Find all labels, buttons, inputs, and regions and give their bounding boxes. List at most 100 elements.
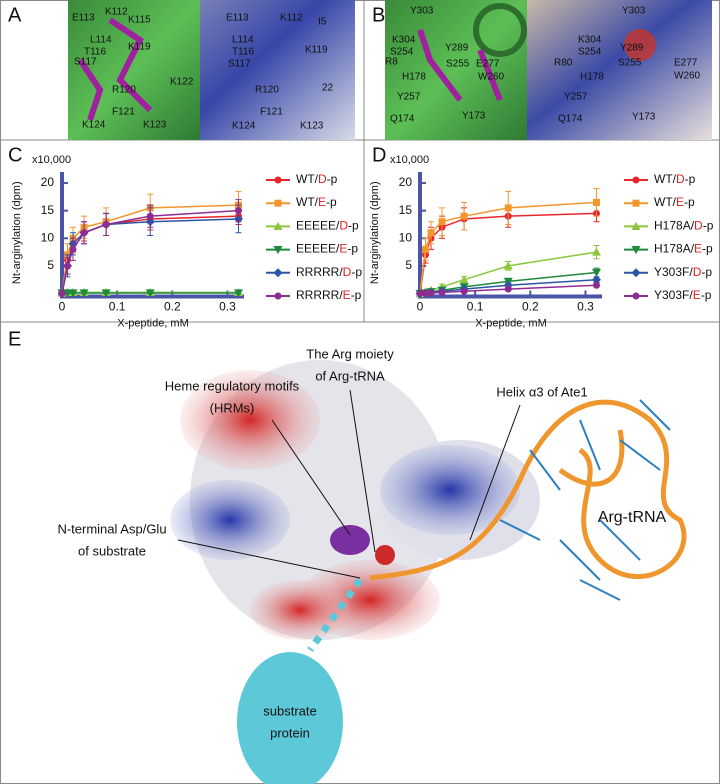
- y-axis-title: Nt-arginylation (dpm): [11, 181, 23, 284]
- surface-image: [527, 0, 712, 140]
- legend-marker: [274, 199, 282, 207]
- x-axis-title: X-peptide, mM: [117, 317, 189, 329]
- legend-label: RRRRR/E-p: [296, 288, 362, 302]
- panel-label: E: [8, 328, 21, 350]
- legend-label: EEEEE/D-p: [296, 219, 359, 233]
- residue-label: T116: [84, 47, 106, 58]
- y-tick-label: 15: [41, 203, 55, 217]
- residue-label: R120: [112, 85, 136, 96]
- panel-label: D: [372, 144, 386, 166]
- marker: [80, 229, 88, 237]
- marker: [504, 204, 512, 212]
- residue-label: K123: [143, 120, 167, 131]
- x-tick-label: 0.1: [109, 300, 126, 314]
- y-tick-label: 20: [41, 175, 55, 189]
- residue-label: S254: [578, 47, 602, 58]
- marker: [438, 218, 446, 226]
- legend-label: Y303F/D-p: [654, 265, 712, 279]
- legend-label: WT/E-p: [296, 195, 337, 209]
- legend-label: H178A/E-p: [654, 242, 713, 256]
- residue-label: Y289: [620, 43, 644, 54]
- residue-label: E113: [226, 13, 249, 24]
- residue-label: W260: [674, 71, 701, 82]
- annotation: of Arg-tRNA: [315, 368, 385, 383]
- marker: [101, 289, 111, 298]
- residue-label: Y303: [622, 6, 646, 17]
- residue-label: Y173: [632, 112, 656, 123]
- marker: [591, 247, 601, 256]
- residue-label: H178: [402, 72, 426, 83]
- residue-label: E277: [674, 58, 698, 69]
- legend-marker: [632, 199, 640, 207]
- marker: [460, 287, 468, 295]
- marker: [591, 275, 601, 285]
- marker: [64, 262, 72, 270]
- trna: [369, 399, 687, 581]
- marker: [233, 289, 243, 298]
- marker: [68, 289, 78, 298]
- pointer-lines: [177, 389, 521, 579]
- residue-label: K112: [105, 7, 128, 18]
- legend-label: WT/D-p: [296, 172, 338, 186]
- annotation: substrate: [263, 703, 316, 718]
- marker: [427, 229, 435, 237]
- legend-label: WT/D-p: [654, 172, 696, 186]
- residue-label: R80: [554, 58, 573, 69]
- residue-label: W260: [478, 72, 505, 83]
- marker: [591, 268, 601, 278]
- y-unit: x10,000: [390, 154, 429, 166]
- y-tick-label: 20: [399, 175, 413, 189]
- trna-bases: [499, 399, 671, 601]
- y-axis-title: Nt-arginylation (dpm): [369, 181, 381, 284]
- residue-label: F121: [112, 107, 135, 118]
- residue-label: S255: [618, 58, 642, 69]
- residue-label: Y303: [410, 6, 434, 17]
- residue-label: K122: [170, 77, 194, 88]
- y-tick-label: 5: [47, 258, 54, 272]
- series: [58, 199, 242, 297]
- surface-image: [200, 0, 355, 140]
- legend-label: WT/E-p: [654, 195, 695, 209]
- residue-label: R8: [385, 57, 398, 68]
- residue-label: L114: [232, 35, 254, 46]
- residue-label: T116: [232, 47, 254, 58]
- legend-marker: [274, 176, 282, 184]
- legend-marker: [273, 221, 283, 230]
- series: [416, 188, 600, 297]
- protein-surface: [170, 360, 540, 640]
- panel-label: B: [372, 4, 385, 26]
- legend-label: H178A/D-p: [654, 219, 714, 233]
- legend-marker: [632, 292, 640, 300]
- residue-label: S254: [390, 47, 414, 58]
- linker: [307, 577, 363, 653]
- substrate-protein: [237, 652, 343, 784]
- x-tick-label: 0.2: [522, 300, 539, 314]
- series: [416, 281, 600, 297]
- residue-label: E113: [72, 13, 95, 24]
- annotation: Arg-tRNA: [598, 509, 667, 526]
- x-tick-label: 0.2: [164, 300, 181, 314]
- annotation: protein: [270, 725, 310, 740]
- marker: [234, 207, 242, 215]
- residue-label: K115: [128, 15, 151, 26]
- legend-marker: [273, 246, 283, 255]
- marker: [79, 289, 89, 298]
- residue-sticks: [77, 17, 153, 121]
- marker: [416, 290, 424, 297]
- legend-label: RRRRR/D-p: [296, 265, 362, 279]
- residue-label: K119: [128, 42, 151, 53]
- residue-label: K124: [232, 121, 256, 132]
- residue-label: R120: [255, 85, 279, 96]
- legend-marker: [631, 246, 641, 255]
- legend-marker: [273, 268, 283, 278]
- y-tick-label: 5: [405, 258, 412, 272]
- x-tick-label: 0.3: [219, 300, 236, 314]
- legend-marker: [631, 268, 641, 278]
- residue-label: K123: [300, 121, 324, 132]
- residue-label: K112: [280, 13, 303, 24]
- legend-marker: [274, 292, 282, 300]
- residue-label: K304: [392, 35, 416, 46]
- x-tick-label: 0: [59, 300, 66, 314]
- annotation: N-terminal Asp/Glu: [57, 521, 166, 536]
